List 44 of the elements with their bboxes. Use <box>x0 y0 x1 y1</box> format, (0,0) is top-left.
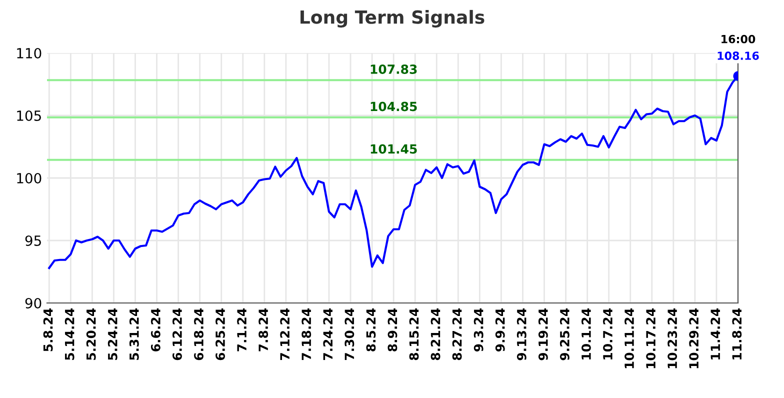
x-tick-label: 9.3.24 <box>474 308 484 352</box>
x-tick-label: 7.8.24 <box>258 308 268 352</box>
x-tick-label: 10.17.24 <box>646 308 656 368</box>
x-tick-label: 11.8.24 <box>732 308 742 360</box>
x-tick-label: 9.13.24 <box>516 308 526 360</box>
y-tick-label: 95 <box>25 235 41 246</box>
x-tick-label: 9.19.24 <box>538 308 548 360</box>
x-tick-label: 10.11.24 <box>624 308 634 368</box>
x-tick-label: 5.8.24 <box>43 308 53 352</box>
x-tick-label: 8.27.24 <box>452 308 462 360</box>
x-tick-label: 6.12.24 <box>172 308 182 360</box>
ref-line-label: 107.83 <box>370 64 417 74</box>
x-tick-label: 5.20.24 <box>86 308 96 360</box>
x-tick-label: 10.7.24 <box>603 308 612 360</box>
x-tick-label: 9.25.24 <box>560 308 570 360</box>
x-tick-label: 8.15.24 <box>409 308 419 360</box>
data-label: 108.16 <box>718 52 759 60</box>
x-tick-label: 9.9.24 <box>495 308 505 352</box>
x-tick-label: 11.4.24 <box>710 308 720 360</box>
y-tick-label: 105 <box>17 110 41 121</box>
x-tick-label: 5.31.24 <box>129 308 139 360</box>
x-tick-label: 10.1.24 <box>581 308 591 360</box>
x-tick-label: 6.6.24 <box>150 308 160 352</box>
annotation: 16:00 <box>722 34 756 44</box>
x-tick-label: 8.21.24 <box>430 308 440 360</box>
ref-line-label: 101.45 <box>370 144 417 154</box>
x-tick-label: 8.5.24 <box>366 308 376 352</box>
x-tick-label: 6.25.24 <box>216 308 225 360</box>
chart-title: Long Term Signals <box>300 10 484 28</box>
x-tick-label: 10.29.24 <box>689 308 699 368</box>
x-tick-label: 7.18.24 <box>302 308 312 360</box>
x-tick-label: 10.23.24 <box>668 308 678 368</box>
ref-line-label: 104.85 <box>370 102 417 112</box>
x-tick-label: 7.1.24 <box>237 308 246 352</box>
x-tick-label: 5.24.24 <box>108 308 118 360</box>
x-tick-label: 7.24.24 <box>323 308 332 360</box>
x-tick-label: 5.14.24 <box>64 308 74 360</box>
y-tick-label: 110 <box>17 48 42 58</box>
y-tick-label: 100 <box>17 172 42 184</box>
x-tick-label: 7.12.24 <box>280 308 290 360</box>
x-tick-label: 8.9.24 <box>388 308 398 352</box>
x-tick-label: 6.18.24 <box>194 308 204 360</box>
x-tick-label: 7.30.24 <box>344 308 354 360</box>
y-tick-label: 90 <box>25 298 42 308</box>
